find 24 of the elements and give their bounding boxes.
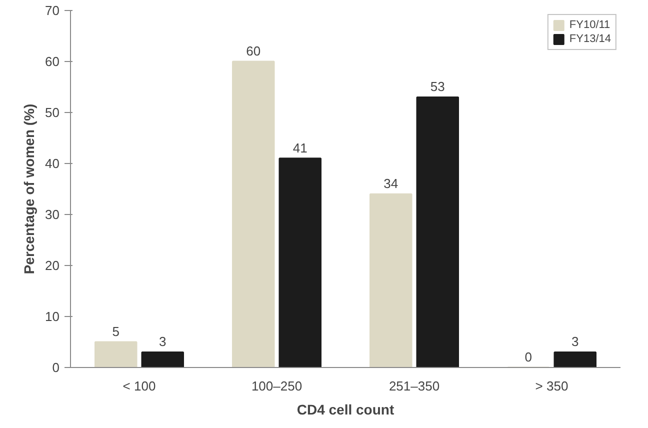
x-tick-label: < 100 <box>122 378 156 394</box>
data-label: 34 <box>384 176 398 192</box>
data-label: 3 <box>159 334 166 350</box>
x-tick-label: 251–350 <box>388 378 440 394</box>
data-label: 0 <box>524 350 532 364</box>
y-tick-label: 0 <box>52 360 60 375</box>
data-label: 60 <box>246 44 261 58</box>
y-axis-title: Percentage of women (%) <box>21 104 38 274</box>
legend-label: FY10/11 <box>569 19 610 31</box>
y-tick-label: 60 <box>45 54 60 69</box>
y-tick-label: 70 <box>45 3 60 18</box>
data-label: 41 <box>292 140 308 156</box>
y-tick-label: 30 <box>45 207 60 222</box>
x-tick-label: 100–250 <box>251 378 302 394</box>
data-label: 53 <box>430 79 445 94</box>
x-axis-title: CD4 cell count <box>296 402 394 418</box>
legend-label: FY13/14 <box>569 33 611 45</box>
data-label: 3 <box>572 334 579 350</box>
y-tick-label: 10 <box>45 309 60 324</box>
data-label: 5 <box>112 324 120 339</box>
y-tick-label: 40 <box>45 156 60 171</box>
y-tick-label: 20 <box>45 258 60 273</box>
y-tick-label: 50 <box>45 105 60 120</box>
x-tick-label: > 350 <box>535 378 568 394</box>
